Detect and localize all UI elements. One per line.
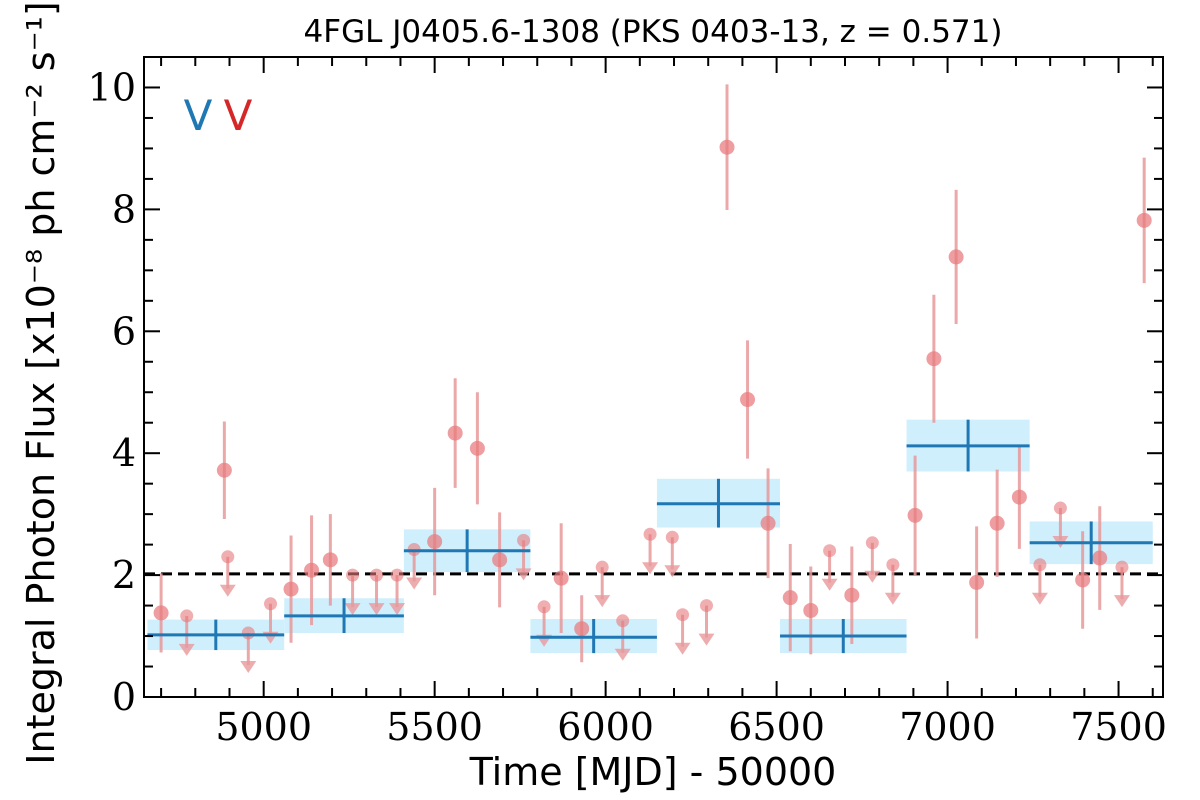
detection-point [1075, 572, 1091, 588]
y-tick-label: 4 [112, 431, 136, 475]
upper-limit-point [700, 599, 714, 613]
upper-limit-point [221, 550, 235, 564]
upper-limit-point [264, 597, 278, 611]
upper-limit-point [823, 544, 837, 558]
x-tick-label: 7500 [1070, 705, 1167, 749]
x-tick-label: 6000 [557, 705, 654, 749]
y-tick-label: 6 [112, 309, 136, 353]
plot-area [144, 84, 1163, 673]
detection-point [469, 440, 485, 456]
upper-limit-point [595, 560, 609, 574]
detection-point [844, 587, 860, 603]
detection-point [283, 581, 299, 597]
plot-frame [143, 56, 1164, 698]
upper-limit-point [1033, 558, 1047, 572]
upper-limit-point [676, 608, 690, 622]
y-tick-label: 2 [112, 553, 136, 597]
detection-point [427, 534, 443, 550]
y-axis-title: Integral Photon Flux [x10⁻⁸ ph cm⁻² s⁻¹] [19, 1, 63, 764]
upper-limit-arrow [674, 642, 691, 655]
legend-glyph: V [184, 91, 213, 140]
upper-limit-arrow [884, 592, 901, 605]
legend-glyph: V [224, 91, 253, 140]
detection-point [926, 351, 942, 367]
upper-limit-point [886, 558, 900, 572]
upper-limit-arrow [219, 584, 236, 597]
upper-limit-point [865, 536, 879, 550]
upper-limit-point [665, 530, 679, 544]
upper-limit-arrow [389, 603, 406, 616]
upper-limit-point [643, 527, 657, 541]
detection-point [304, 562, 320, 578]
upper-limit-point [241, 626, 255, 640]
upper-limit-point [390, 568, 404, 582]
upper-limit-arrow [1113, 595, 1130, 608]
detection-point [907, 507, 923, 523]
upper-limit-point [370, 568, 384, 582]
upper-limit-arrow [664, 565, 681, 578]
upper-limit-point [517, 533, 531, 547]
detection-point [803, 602, 819, 618]
detection-point [153, 605, 169, 621]
x-tick-label: 7000 [899, 705, 996, 749]
upper-limit-arrow [594, 595, 611, 608]
y-tick-label: 0 [112, 675, 136, 719]
detection-point [989, 515, 1005, 531]
detection-point [492, 552, 508, 568]
upper-limit-point [1053, 501, 1067, 515]
x-tick-label: 5500 [386, 705, 483, 749]
detection-point [1136, 212, 1152, 228]
x-tick-label: 5000 [215, 705, 312, 749]
upper-limit-point [346, 568, 360, 582]
detection-point [948, 249, 964, 265]
x-axis-title: Time [MJD] - 50000 [469, 750, 837, 794]
detection-point [760, 515, 776, 531]
upper-limit-point [537, 600, 551, 614]
detection-point [447, 425, 463, 441]
upper-limit-arrow [178, 643, 195, 656]
upper-limit-arrow [406, 577, 423, 590]
upper-limit-arrow [642, 562, 659, 575]
upper-limit-arrow [344, 603, 361, 616]
chart-title: 4FGL J0405.6-1308 (PKS 0403-13, z = 0.57… [304, 14, 1003, 50]
upper-limit-arrow [698, 633, 715, 646]
y-tick-label: 10 [88, 65, 136, 109]
upper-limit-arrow [515, 568, 532, 581]
detection-point [553, 570, 569, 586]
upper-limit-arrow [614, 648, 631, 661]
axes: 5000 5500 6000 6500 7000 7500 0 2 4 6 8 10 [88, 56, 1167, 749]
y-tick-label: 8 [112, 187, 136, 231]
upper-limit-arrow [368, 603, 385, 616]
detection-point [969, 574, 985, 590]
upper-limit-arrow [1031, 592, 1048, 605]
upper-limit-arrow [864, 570, 881, 583]
x-tick-label: 6500 [728, 705, 825, 749]
detection-point [1011, 489, 1027, 505]
detection-point [719, 139, 735, 155]
detection-point [782, 590, 798, 606]
detection-point [740, 392, 756, 408]
upper-limit-point [180, 609, 194, 623]
upper-limit-arrow [240, 661, 257, 673]
detection-point [322, 552, 338, 568]
detection-point [1092, 550, 1108, 566]
detection-point [216, 462, 232, 478]
detection-point [574, 621, 590, 637]
upper-limit-point [1115, 560, 1129, 574]
upper-limit-point [616, 614, 630, 628]
upper-limit-arrow [821, 578, 838, 591]
